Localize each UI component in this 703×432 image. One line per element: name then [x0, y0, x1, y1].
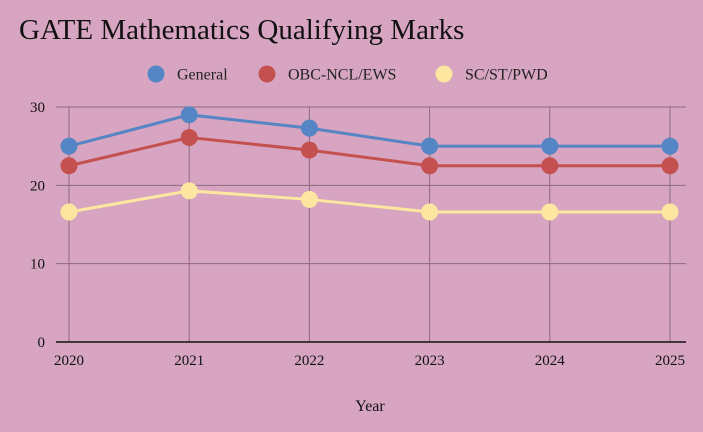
axes: 0 10 20 30 2020 2021 2022 2023 2024 2025: [30, 100, 686, 369]
x-tick-label: 2024: [535, 353, 566, 369]
data-point: [541, 157, 559, 175]
data-point: [300, 190, 318, 208]
legend-item: OBC-NCL/EWS: [258, 65, 396, 84]
data-point: [180, 106, 198, 124]
y-tick-label: 30: [30, 100, 45, 116]
legend-marker: [435, 65, 453, 83]
x-tick-label: 2020: [54, 353, 84, 369]
data-point: [300, 141, 318, 159]
series-line: [68, 189, 670, 214]
x-axis-title: Year: [355, 398, 385, 415]
data-point: [421, 157, 439, 175]
data-point: [60, 137, 78, 155]
data-point: [180, 129, 198, 147]
series-2: [60, 182, 679, 221]
data-point: [661, 203, 679, 221]
series-1: [60, 129, 679, 175]
x-tick-label: 2025: [655, 353, 685, 369]
legend-label: SC/ST/PWD: [465, 67, 548, 84]
legend-item: General: [147, 65, 228, 84]
data-point: [180, 182, 198, 200]
x-tick-label: 2022: [294, 353, 324, 369]
y-tick-label: 20: [30, 178, 45, 194]
legend-label: General: [177, 67, 228, 84]
data-point: [421, 137, 439, 155]
x-tick-label: 2021: [174, 353, 204, 369]
legend-item: SC/ST/PWD: [435, 65, 548, 84]
legend-marker: [258, 65, 276, 83]
data-point: [661, 157, 679, 175]
y-tick-label: 10: [30, 257, 45, 273]
series-group: [60, 106, 679, 221]
data-point: [421, 203, 439, 221]
series-0: [60, 106, 679, 155]
x-tick-label: 2023: [415, 353, 445, 369]
data-point: [541, 203, 559, 221]
chart-title: GATE Mathematics Qualifying Marks: [19, 14, 465, 46]
data-point: [541, 137, 559, 155]
series-line: [68, 113, 670, 148]
series-line: [68, 136, 670, 168]
data-point: [60, 157, 78, 175]
legend-marker: [147, 65, 165, 83]
legend-label: OBC-NCL/EWS: [288, 67, 396, 84]
data-point: [661, 137, 679, 155]
data-point: [60, 203, 78, 221]
data-point: [300, 119, 318, 137]
grid: [56, 106, 686, 342]
legend: General OBC-NCL/EWS SC/ST/PWD: [147, 65, 548, 84]
y-tick-label: 0: [38, 335, 46, 351]
